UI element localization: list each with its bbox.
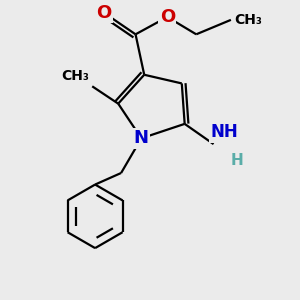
Text: O: O (160, 8, 175, 26)
Text: CH₃: CH₃ (234, 13, 262, 27)
Text: N: N (134, 129, 149, 147)
Text: O: O (96, 4, 111, 22)
Text: CH₃: CH₃ (61, 69, 89, 83)
Text: NH: NH (211, 123, 239, 141)
Text: H: H (231, 153, 244, 168)
